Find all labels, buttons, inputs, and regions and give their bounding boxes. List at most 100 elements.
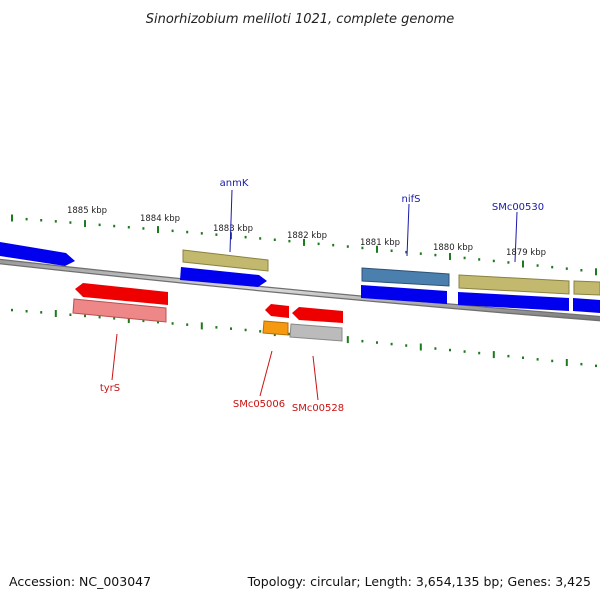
leader-SMc05006: [259, 350, 273, 397]
bottom-minor-tick: [478, 351, 481, 355]
scale-ticks-top: [11, 214, 597, 276]
top-minor-tick: [142, 227, 145, 230]
top-minor-tick: [215, 233, 218, 236]
top-minor-tick: [244, 235, 247, 239]
bottom-major-tick: [346, 336, 349, 344]
bottom-minor-tick: [84, 314, 86, 318]
gene-SMc00530[interactable]: [458, 292, 569, 311]
bottom-minor-tick: [186, 323, 189, 326]
top-major-tick: [449, 253, 451, 260]
bottom-minor-tick: [69, 313, 72, 316]
gene-SMc05006-function[interactable]: [262, 320, 289, 336]
bottom-major-tick: [565, 359, 568, 366]
top-major-tick: [84, 220, 86, 228]
bottom-minor-tick: [142, 319, 145, 323]
top-minor-tick: [346, 245, 349, 248]
gene-tyrS[interactable]: [75, 283, 168, 305]
bottom-minor-tick: [376, 341, 378, 344]
gene-nifS-function[interactable]: [361, 267, 450, 287]
top-minor-tick: [434, 253, 437, 257]
bottom-minor-tick: [449, 348, 451, 352]
scale-label-1883: 1883 kbp: [213, 224, 253, 234]
bottom-minor-tick: [244, 328, 247, 332]
top-minor-tick: [171, 229, 174, 233]
scale-label-1879: 1879 kbp: [506, 248, 546, 258]
forward-genes: [0, 242, 600, 313]
bottom-minor-tick: [11, 308, 13, 312]
bottom-minor-tick: [507, 354, 510, 358]
top-minor-tick: [113, 224, 116, 228]
top-minor-tick: [69, 221, 72, 224]
bottom-minor-tick: [580, 362, 583, 366]
gene-anmK[interactable]: [180, 267, 267, 287]
label-tyrS[interactable]: tyrS: [100, 383, 120, 394]
top-major-tick: [157, 226, 159, 234]
bottom-minor-tick: [157, 320, 159, 324]
top-minor-tick: [98, 223, 101, 227]
top-minor-tick: [580, 269, 583, 272]
top-minor-tick: [405, 250, 408, 254]
leader-SMc00530: [514, 211, 518, 263]
top-minor-tick: [54, 220, 57, 223]
gene-right-function[interactable]: [573, 280, 600, 296]
label-SMc00528[interactable]: SMc00528: [292, 403, 344, 414]
label-leaders: [111, 189, 518, 401]
top-minor-tick: [478, 258, 481, 261]
scale-label-1882: 1882 kbp: [287, 231, 327, 241]
top-minor-tick: [317, 242, 320, 246]
top-minor-tick: [288, 239, 291, 243]
top-major-tick: [11, 214, 13, 222]
reverse-genes: [72, 283, 343, 342]
gene-tyrS-function[interactable]: [72, 298, 167, 323]
bottom-major-tick: [127, 316, 130, 324]
leader-SMc00528: [312, 355, 319, 401]
top-minor-tick: [463, 256, 466, 260]
top-minor-tick: [332, 243, 335, 247]
gene-SMc00528-function[interactable]: [289, 323, 343, 342]
gene-anmK-function[interactable]: [182, 249, 269, 272]
bottom-major-tick: [54, 310, 57, 317]
top-minor-tick: [390, 249, 393, 252]
gene-SMc00528[interactable]: [292, 307, 343, 323]
label-SMc00530[interactable]: SMc00530: [492, 202, 544, 213]
bottom-minor-tick: [230, 327, 232, 330]
leader-anmK: [229, 189, 233, 253]
gene-SMc00530-function[interactable]: [458, 274, 570, 295]
leader-tyrS: [111, 333, 118, 381]
label-anmK[interactable]: anmK: [220, 178, 249, 189]
top-minor-tick: [536, 264, 539, 267]
bottom-minor-tick: [463, 350, 466, 353]
top-major-tick: [595, 268, 597, 276]
top-minor-tick: [259, 237, 262, 240]
top-minor-tick: [273, 238, 276, 241]
bottom-minor-tick: [288, 332, 291, 336]
scale-label-1880: 1880 kbp: [433, 243, 473, 253]
gene-nifS[interactable]: [361, 285, 447, 304]
top-minor-tick: [507, 261, 510, 264]
gene-SMc05006[interactable]: [265, 304, 289, 318]
genome-summary: Topology: circular; Length: 3,654,135 bp…: [247, 574, 591, 589]
bottom-minor-tick: [215, 326, 218, 329]
label-nifS[interactable]: nifS: [402, 194, 421, 205]
top-major-tick: [376, 245, 378, 253]
gene-labels: anmK nifS SMc00530 tyrS SMc05006 SMc0052…: [100, 178, 544, 414]
scale-label-1881: 1881 kbp: [360, 238, 400, 248]
accession-text: Accession: NC_003047: [9, 574, 151, 589]
bottom-minor-tick: [259, 330, 262, 333]
top-minor-tick: [551, 265, 554, 269]
bottom-major-tick: [200, 322, 203, 330]
gene-right[interactable]: [573, 298, 600, 313]
scale-label-1885: 1885 kbp: [67, 206, 107, 216]
bottom-major-tick: [419, 343, 422, 351]
top-minor-tick: [200, 232, 203, 235]
bottom-minor-tick: [434, 347, 437, 350]
bottom-minor-tick: [98, 315, 101, 319]
bottom-minor-tick: [390, 342, 393, 346]
gene-forward-left[interactable]: [0, 242, 75, 266]
top-minor-tick: [419, 252, 422, 255]
label-SMc05006[interactable]: SMc05006: [233, 399, 285, 410]
bottom-minor-tick: [551, 359, 554, 363]
bottom-minor-tick: [361, 339, 364, 343]
top-minor-tick: [361, 246, 364, 250]
